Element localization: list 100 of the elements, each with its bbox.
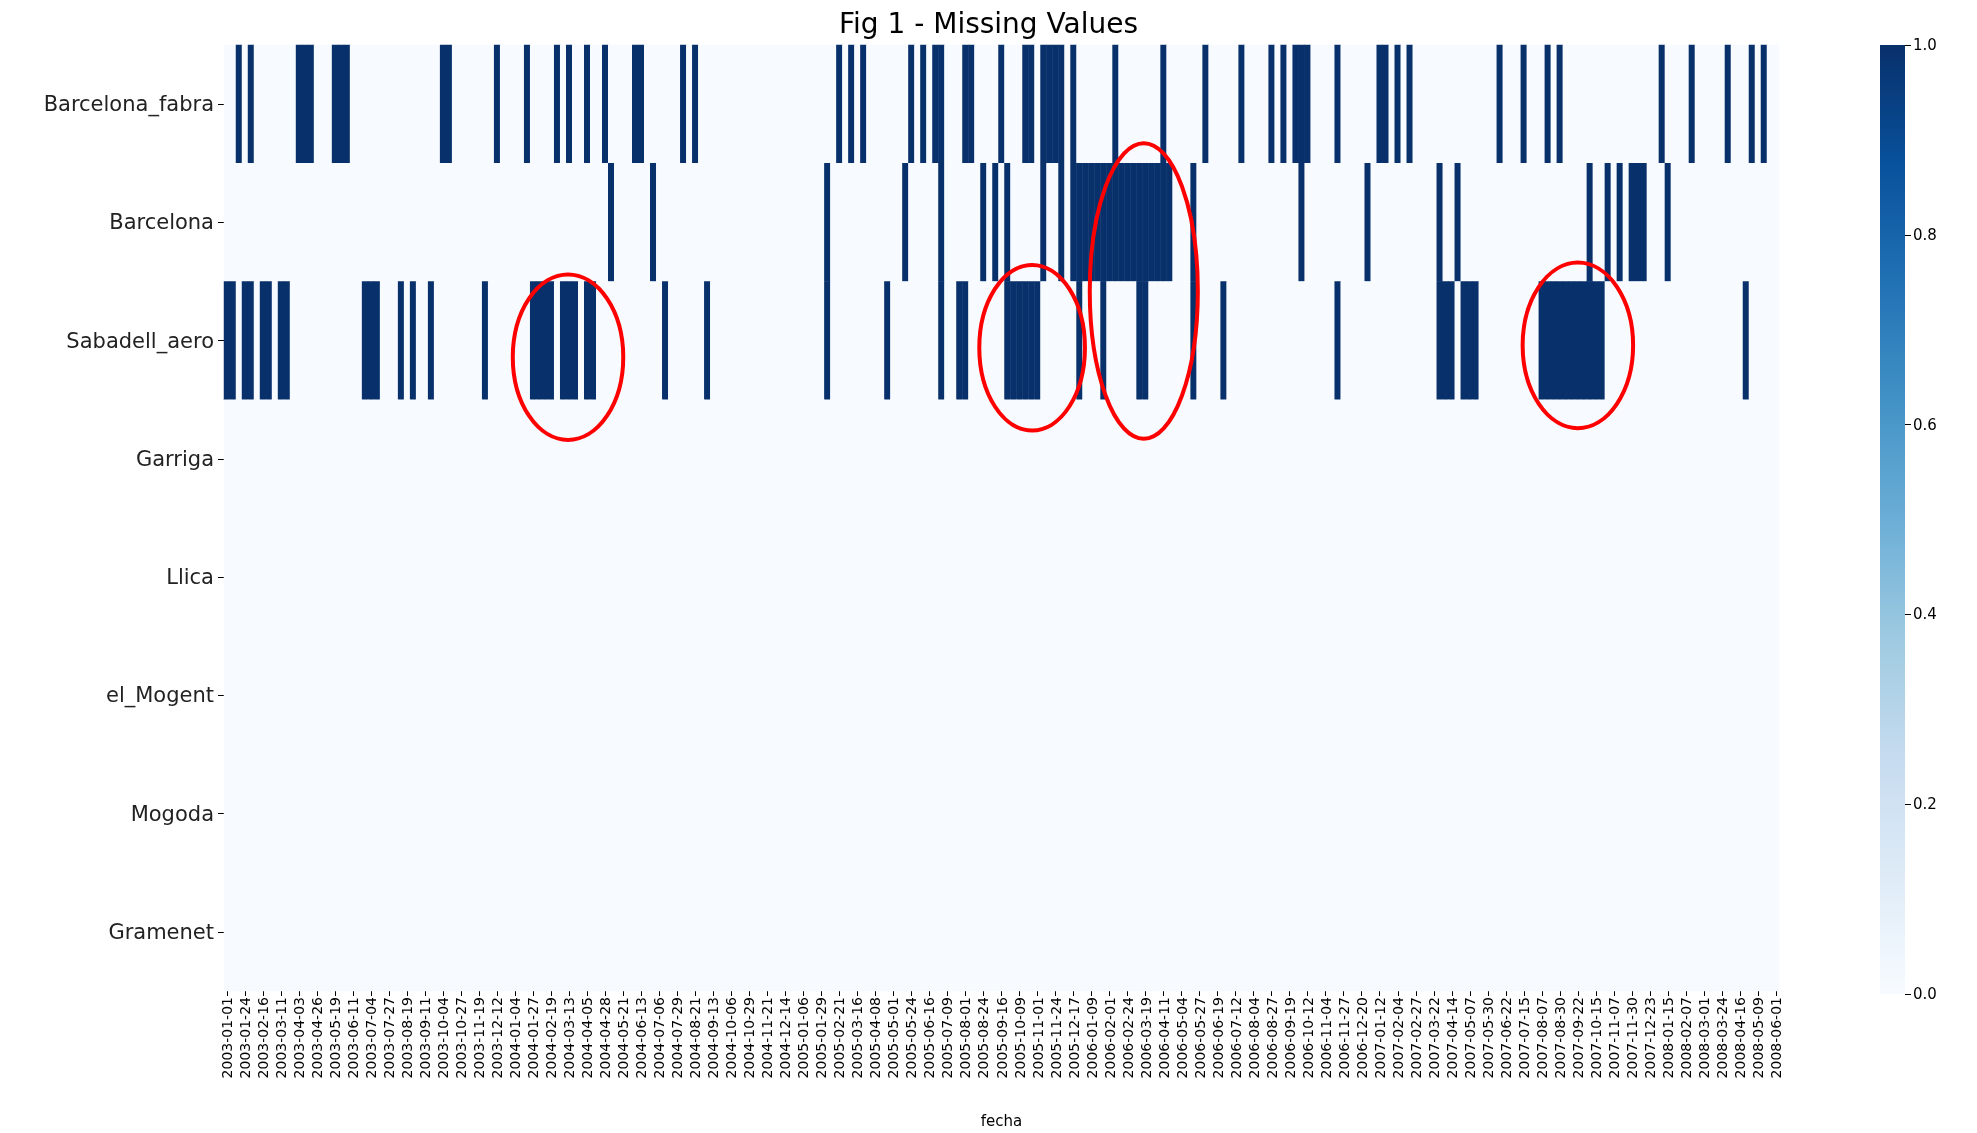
x-tick-label: 2005-04-08: [867, 997, 884, 1079]
x-tick-label: 2006-09-19: [1281, 997, 1298, 1079]
x-tick-label: 2003-10-27: [453, 997, 470, 1079]
x-tick-label: 2005-02-21: [831, 997, 848, 1079]
x-tick-label: 2003-01-24: [237, 996, 254, 1079]
x-tick-label: 2006-11-04: [1317, 996, 1334, 1079]
x-tick-label: 2006-01-09: [1083, 997, 1100, 1079]
x-tick-label: 2004-07-06: [651, 996, 668, 1079]
x-tick-label: 2004-08-21: [687, 997, 704, 1079]
x-tick-label: 2006-08-27: [1263, 997, 1280, 1079]
x-tick-label: 2004-01-27: [525, 997, 542, 1079]
x-tick-label: 2008-03-01: [1695, 997, 1712, 1079]
x-tick-label: 2003-07-04: [363, 996, 380, 1079]
x-tick-label: 2004-07-29: [669, 997, 686, 1079]
x-tick-label: 2003-09-11: [417, 997, 434, 1079]
color-bar-label: 0.0: [1913, 985, 1937, 1003]
x-tick-label: 2004-05-21: [615, 997, 632, 1079]
x-tick-label: 2003-07-27: [381, 997, 398, 1079]
x-tick-label: 2007-03-22: [1425, 997, 1442, 1079]
x-tick-label: 2007-11-30: [1623, 997, 1640, 1079]
x-tick-label: 2006-05-27: [1191, 997, 1208, 1079]
x-tick-label: 2006-12-20: [1353, 997, 1370, 1079]
x-tick-label: 2008-01-15: [1659, 997, 1676, 1079]
x-tick-label: 2003-04-03: [291, 997, 308, 1079]
x-tick-label: 2005-09-16: [993, 996, 1010, 1079]
x-tick-label: 2004-03-13: [561, 997, 578, 1079]
x-tick-label: 2008-02-07: [1677, 997, 1694, 1079]
chart-title: Fig 1 - Missing Values: [838, 6, 1139, 40]
x-tick-label: 2006-02-24: [1119, 996, 1136, 1079]
x-tick-label: 2005-01-29: [813, 997, 830, 1079]
x-tick-label: 2003-11-19: [471, 997, 488, 1079]
x-tick-label: 2003-12-12: [489, 997, 506, 1079]
x-tick-label: 2003-08-19: [399, 997, 416, 1079]
x-tick-label: 2007-10-15: [1587, 997, 1604, 1079]
y-tick-label: Garriga: [135, 446, 214, 471]
x-tick-label: 2005-10-09: [1011, 997, 1028, 1079]
x-tick-label: 2003-04-26: [309, 996, 326, 1079]
x-tick-label: 2005-11-24: [1047, 996, 1064, 1079]
x-tick-label: 2005-01-06: [795, 996, 812, 1079]
x-tick-label: 2003-06-11: [345, 997, 362, 1079]
x-tick-label: 2006-06-19: [1209, 997, 1226, 1079]
y-tick-label: Barcelona: [109, 210, 214, 235]
y-tick-label: Barcelona_fabra: [43, 92, 214, 118]
x-tick-label: 2004-10-06: [723, 996, 740, 1079]
x-tick-label: 2004-09-13: [705, 997, 722, 1079]
x-tick-label: 2008-05-09: [1749, 997, 1766, 1079]
x-tick-label: 2006-03-19: [1137, 997, 1154, 1079]
x-tick-label: 2004-01-04: [507, 996, 524, 1079]
x-tick-label: 2006-10-12: [1299, 997, 1316, 1079]
x-tick-label: 2004-12-14: [777, 996, 794, 1079]
x-tick-label: 2007-08-07: [1533, 997, 1550, 1079]
x-tick-label: 2005-12-17: [1065, 997, 1082, 1079]
x-tick-label: 2006-07-12: [1227, 997, 1244, 1079]
y-tick-label: Gramenet: [108, 919, 214, 944]
x-tick-label: 2003-01-01: [219, 997, 235, 1079]
x-tick-label: 2007-12-23: [1641, 997, 1658, 1079]
x-tick-label: 2008-03-24: [1713, 996, 1730, 1079]
x-tick-label: 2007-08-30: [1551, 997, 1568, 1079]
x-tick-label: 2006-02-01: [1101, 997, 1118, 1079]
y-tick-label: el_Mogent: [105, 683, 214, 709]
x-tick-label: 2006-08-04: [1245, 996, 1262, 1079]
x-tick-label: 2005-08-24: [975, 996, 992, 1079]
x-tick-label: 2007-05-07: [1461, 997, 1478, 1079]
x-tick-label: 2004-11-21: [759, 997, 776, 1079]
x-tick-label: 2007-04-14: [1443, 996, 1460, 1079]
x-tick-label: 2006-11-27: [1335, 997, 1352, 1079]
color-bar-label: 0.2: [1913, 795, 1937, 814]
x-tick-label: 2003-02-16: [255, 996, 272, 1079]
x-tick-label: 2007-06-22: [1497, 997, 1514, 1079]
x-tick-label: 2004-04-05: [579, 997, 596, 1079]
x-tick-label: 2005-05-24: [903, 996, 920, 1079]
x-tick-label: 2005-03-16: [849, 996, 866, 1079]
x-axis-title: fecha: [980, 1111, 1023, 1130]
x-tick-label: 2004-04-28: [597, 997, 614, 1079]
x-tick-label: 2006-05-04: [1173, 996, 1190, 1079]
x-tick-label: 2005-06-16: [921, 996, 938, 1079]
x-tick-label: 2003-10-04: [435, 996, 452, 1079]
x-tick-label: 2006-04-11: [1155, 997, 1172, 1079]
x-tick-label: 2004-06-13: [633, 997, 650, 1079]
x-tick-label: 2003-05-19: [327, 997, 344, 1079]
y-tick-label: Mogoda: [130, 801, 214, 826]
x-tick-label: 2007-09-22: [1569, 997, 1586, 1079]
color-bar-label: 0.8: [1913, 225, 1937, 244]
x-tick-label: 2005-08-01: [957, 997, 974, 1079]
x-tick-label: 2007-05-30: [1479, 997, 1496, 1079]
color-bar-label: 0.6: [1913, 415, 1937, 434]
x-tick-label: 2005-05-01: [885, 997, 902, 1079]
color-bar-label: 1.0: [1913, 36, 1937, 54]
x-tick-label: 2004-02-19: [543, 997, 560, 1079]
color-bar-label: 0.4: [1913, 605, 1937, 624]
x-tick-label: 2003-03-11: [273, 997, 290, 1079]
x-tick-label: 2007-07-15: [1515, 997, 1532, 1079]
x-tick-label: 2007-01-12: [1371, 997, 1388, 1079]
x-tick-label: 2005-11-01: [1029, 997, 1046, 1079]
x-tick-label: 2005-07-09: [939, 997, 956, 1079]
y-tick-label: Llica: [166, 565, 214, 590]
y-tick-label: Sabadell_aero: [66, 328, 214, 354]
x-tick-label: 2007-02-27: [1407, 997, 1424, 1079]
x-tick-label: 2007-11-07: [1605, 997, 1622, 1079]
x-tick-label: 2007-02-04: [1389, 996, 1406, 1079]
